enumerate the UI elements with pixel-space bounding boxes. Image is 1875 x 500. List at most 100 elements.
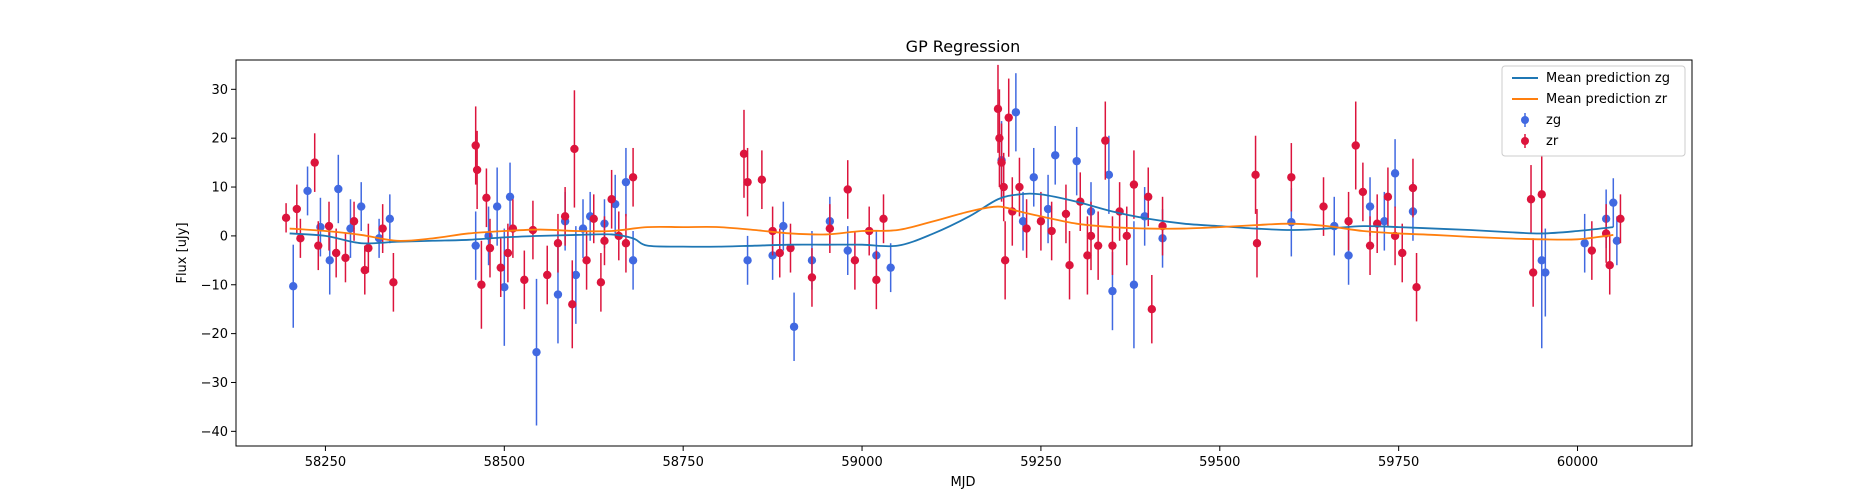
- data-point-zr: [825, 224, 835, 233]
- data-point-zr: [1061, 209, 1071, 219]
- data-point-zg: [1541, 268, 1550, 277]
- data-point-zr: [296, 234, 305, 243]
- data-point-zg: [1018, 217, 1028, 226]
- data-point-zr: [879, 214, 888, 223]
- data-point-zg: [471, 241, 480, 250]
- data-point-zr: [1344, 217, 1353, 226]
- data-point-zg: [505, 192, 515, 202]
- y-tick-label: 0: [220, 229, 228, 244]
- data-point-zr: [496, 263, 505, 272]
- data-point-zr: [324, 221, 334, 231]
- data-point-zr: [1351, 141, 1360, 150]
- y-axis-ticks: −40 −30 −20 −10 0 10 20 30: [201, 83, 236, 440]
- data-point-zg: [1287, 218, 1296, 227]
- data-point-zr: [1528, 268, 1538, 277]
- data-point-zr: [1365, 241, 1375, 250]
- data-point-zr: [1358, 187, 1368, 197]
- data-point-zr: [786, 243, 795, 253]
- data-point-zr: [310, 158, 319, 167]
- data-point-zr: [1129, 180, 1139, 189]
- data-point-zg: [779, 221, 788, 231]
- data-point-zg: [1537, 256, 1546, 265]
- data-point-zr: [872, 275, 881, 285]
- data-point-zg: [1390, 169, 1400, 178]
- y-axis-label: Flux [uJy]: [175, 222, 190, 283]
- data-point-zg: [1029, 173, 1038, 182]
- data-point-zr: [1319, 202, 1328, 211]
- data-point-zr: [1383, 192, 1393, 202]
- data-point-zg: [886, 263, 895, 272]
- data-point-zg: [303, 186, 312, 196]
- data-point-zg: [1108, 286, 1117, 296]
- data-point-zr: [520, 275, 529, 285]
- data-point-zr: [1108, 241, 1117, 250]
- data-point-zg: [571, 270, 581, 280]
- y-tick-label: 20: [211, 132, 228, 147]
- data-point-zr: [560, 212, 570, 221]
- legend-swatch-zg: [1521, 113, 1529, 127]
- data-point-zr: [743, 177, 752, 187]
- data-point-zr: [543, 270, 552, 280]
- data-point-zg: [1344, 251, 1353, 260]
- data-point-zr: [993, 104, 1003, 114]
- legend-label-mean-zg: Mean prediction zg: [1546, 71, 1670, 86]
- data-point-zr: [364, 243, 373, 253]
- data-point-zr: [341, 253, 350, 263]
- data-point-zg: [789, 322, 799, 331]
- y-tick-label: −10: [201, 278, 228, 293]
- x-axis-label: MJD: [950, 475, 975, 490]
- data-point-zr: [1022, 224, 1031, 233]
- data-point-zg: [385, 214, 395, 223]
- data-point-zr: [1101, 136, 1110, 145]
- data-point-zr: [1287, 173, 1296, 182]
- data-point-zr: [378, 224, 387, 233]
- data-point-zr: [482, 193, 491, 202]
- data-point-zr: [1537, 190, 1546, 199]
- data-point-zr: [485, 243, 495, 253]
- data-point-zr: [757, 175, 767, 184]
- y-tick-label: 30: [211, 83, 228, 98]
- data-point-zg: [1011, 108, 1021, 117]
- chart-title: GP Regression: [906, 37, 1021, 56]
- legend: Mean prediction zg Mean prediction zr zg…: [1501, 65, 1686, 157]
- data-point-zg: [289, 282, 298, 291]
- data-point-zr: [503, 248, 513, 258]
- data-point-zr: [995, 133, 1004, 143]
- data-point-zr: [999, 182, 1008, 192]
- x-tick-label: 59750: [1378, 455, 1419, 470]
- data-point-zg: [843, 246, 852, 255]
- data-point-zg: [1043, 204, 1053, 214]
- data-point-zr: [1147, 304, 1157, 314]
- data-point-zg: [1104, 170, 1114, 180]
- data-point-zr: [1047, 226, 1056, 236]
- data-points: [281, 64, 1625, 426]
- data-point-zr: [850, 256, 860, 265]
- data-point-zr: [477, 280, 486, 289]
- data-point-zr: [314, 241, 323, 250]
- x-tick-label: 60000: [1557, 455, 1598, 470]
- data-point-zg: [1365, 202, 1375, 211]
- x-tick-label: 58750: [662, 455, 703, 470]
- legend-label-zg: zg: [1546, 113, 1561, 128]
- data-point-zg: [532, 347, 541, 357]
- data-point-zr: [349, 217, 359, 226]
- data-point-zr: [607, 195, 616, 204]
- data-point-zg: [553, 290, 563, 299]
- data-point-zr: [331, 248, 341, 258]
- data-point-zg: [743, 256, 752, 265]
- data-point-zr: [843, 185, 852, 194]
- data-point-zr: [1000, 256, 1010, 265]
- x-tick-label: 58500: [484, 455, 525, 470]
- data-point-zr: [1587, 246, 1597, 255]
- y-tick-label: −30: [201, 376, 228, 391]
- data-point-zr: [582, 256, 591, 265]
- series-zr: [281, 64, 1625, 349]
- data-point-zg: [492, 202, 502, 211]
- legend-label-zr: zr: [1546, 134, 1559, 149]
- data-point-zr: [628, 173, 638, 182]
- data-point-zg: [1580, 239, 1589, 248]
- data-point-zr: [292, 204, 302, 214]
- y-tick-label: 10: [211, 181, 228, 196]
- data-point-zr: [281, 213, 291, 223]
